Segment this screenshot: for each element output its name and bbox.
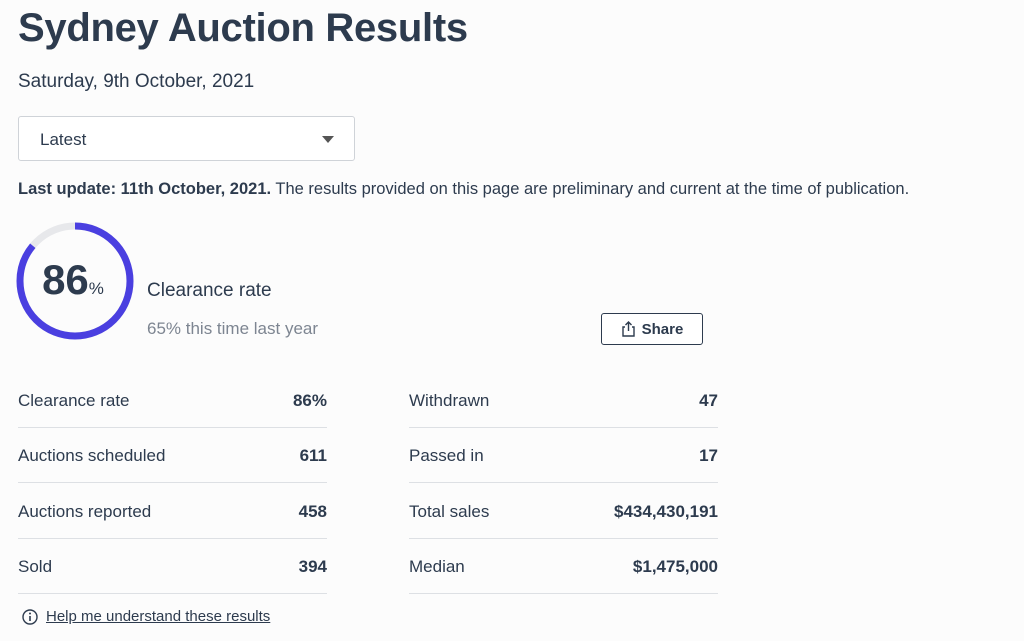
page-title: Sydney Auction Results [18,6,468,50]
stat-value: $1,475,000 [632,556,718,576]
stat-label: Auctions scheduled [18,446,166,466]
stats-row: Total sales $434,430,191 [409,484,718,539]
stat-label: Passed in [409,446,484,466]
stat-label: Sold [18,556,53,576]
period-dropdown[interactable]: Latest [18,116,355,161]
stat-value: $434,430,191 [614,501,718,521]
dropdown-selected: Latest [40,130,87,149]
stats-row: Sold 394 [18,539,327,594]
stat-label: Clearance rate [18,391,130,410]
stats-row: Passed in 17 [409,428,718,484]
stats-row: Median $1,475,000 [409,539,718,594]
stat-value: 47 [699,391,718,410]
stat-label: Total sales [409,501,490,521]
clearance-gauge [16,222,134,340]
stat-value: 394 [298,556,327,576]
stat-label: Withdrawn [409,391,490,410]
stats-row: Clearance rate 86% [18,373,327,428]
stat-value: 611 [299,446,327,466]
update-text: The results provided on this page are pr… [275,180,910,198]
gauge-comparison: 65% this time last year [147,319,319,338]
stat-value: 458 [298,501,327,521]
dropdown-caret [322,136,334,143]
update-note: Last update: 11th October, 2021. The res… [18,180,909,199]
stats-row: Auctions reported 458 [18,484,327,539]
share-button[interactable]: Share [601,313,703,345]
share-icon [621,321,635,337]
stat-label: Auctions reported [18,501,152,521]
help-link-row: Help me understand these results [22,608,270,625]
stat-value: 86% [292,391,327,410]
auction-date: Saturday, 9th October, 2021 [18,71,255,92]
stats-row: Auctions scheduled 611 [18,428,327,484]
stat-value: 17 [699,446,718,466]
gauge-number: 86 [42,256,89,303]
gauge-arc [16,222,134,340]
gauge-unit: % [88,279,104,298]
stat-label: Median [409,556,465,576]
share-label: Share [641,320,684,338]
gauge-value: 86% [18,256,128,304]
gauge-label: Clearance rate [147,280,272,301]
info-icon [22,608,38,625]
stats-row: Withdrawn 47 [409,373,718,428]
help-link[interactable]: Help me understand these results [46,608,271,625]
update-label: Last update: 11th October, 2021. [18,180,272,198]
